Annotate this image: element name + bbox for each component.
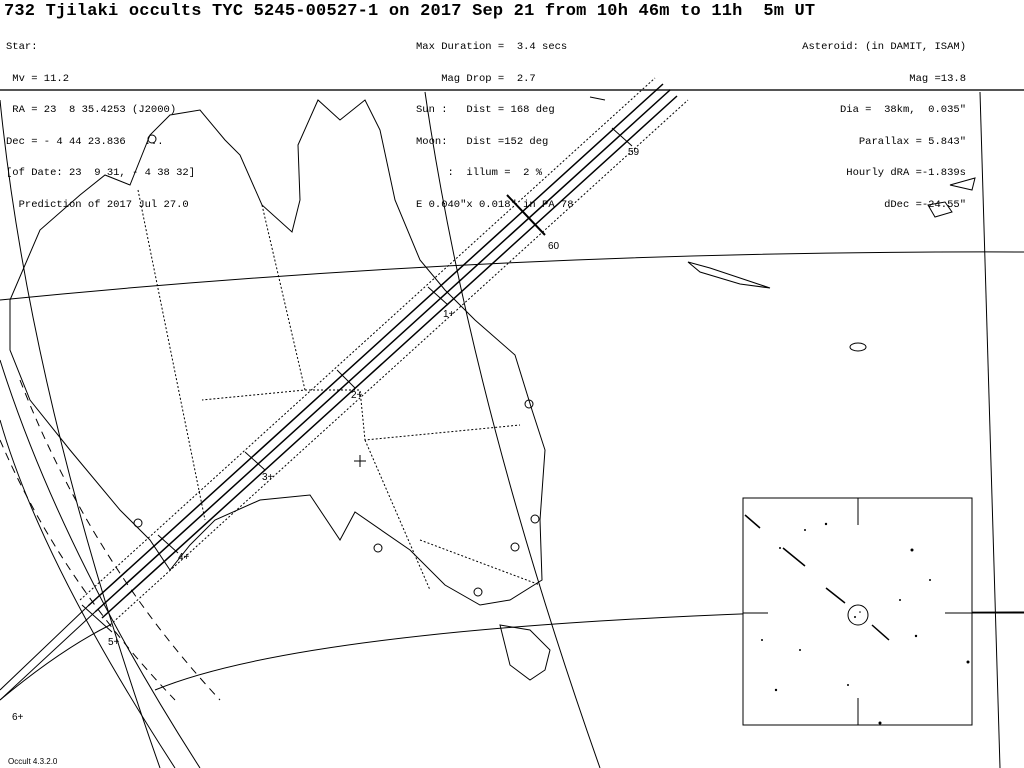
time-label: 5+	[108, 637, 120, 648]
event-line: Sun : Dist = 168 deg	[416, 104, 555, 116]
site-marker	[473, 587, 483, 597]
fiji	[927, 201, 953, 218]
path-edge-ext	[0, 611, 96, 701]
time-label: 59	[628, 147, 640, 158]
asteroid-line: Hourly dRA =-1.839s	[846, 167, 966, 179]
time-label: 60	[548, 241, 560, 252]
star-line: RA = 23 8 35.4253 (J2000)	[6, 104, 177, 116]
uncertainty-line	[109, 99, 689, 626]
star-line: Star:	[6, 41, 38, 53]
state-border	[305, 389, 521, 441]
limb-arc	[0, 419, 176, 768]
time-label: 4+	[178, 552, 190, 563]
target-star-circle	[847, 604, 869, 626]
meridian-line	[979, 91, 1001, 768]
path-dashed	[0, 439, 176, 701]
header-divider	[0, 89, 1024, 91]
time-label: 3+	[262, 472, 274, 483]
site-marker	[147, 134, 157, 144]
tasmania	[499, 624, 551, 681]
site-marker	[524, 399, 534, 409]
path-dashed	[19, 379, 221, 701]
time-tick	[611, 127, 633, 147]
site-marker	[133, 518, 143, 528]
asteroid-line: Dia = 38km, 0.035"	[839, 104, 966, 116]
asteroid-line: Mag =13.8	[909, 72, 966, 85]
asteroid-line: Parallax = 5.843"	[858, 135, 966, 148]
site-marker	[530, 514, 540, 524]
event-line: Max Duration = 3.4 secs	[416, 41, 568, 53]
page-title: 732 Tjilaki occults TYC 5245-00527-1 on …	[4, 2, 816, 21]
star-info: Star: Mv = 11.2 RA = 23 8 35.4253 (J2000…	[6, 21, 195, 221]
center-cross	[354, 455, 366, 467]
time-tick	[157, 534, 179, 554]
state-border	[137, 189, 206, 521]
star-line: Mv = 11.2	[6, 72, 70, 85]
asteroid-line: dDec =-24.55"	[884, 198, 966, 211]
event-info: Max Duration = 3.4 secs Mag Drop = 2.7 S…	[416, 21, 574, 221]
star-chart-inset	[742, 497, 973, 726]
limb-arc	[0, 624, 111, 701]
software-version: Occult 4.3.2.0	[8, 757, 58, 766]
site-marker	[510, 542, 520, 552]
asteroid-info: Asteroid: (in DAMIT, ISAM) Mag =13.8 Dia…	[802, 21, 966, 221]
new-caledonia	[687, 261, 771, 289]
asteroid-line: Asteroid: (in DAMIT, ISAM)	[802, 41, 966, 53]
earth-limb	[0, 99, 161, 768]
event-line: : illum = 2 %	[416, 167, 543, 179]
time-tick	[336, 369, 356, 389]
time-tick	[427, 286, 449, 306]
site-marker	[373, 543, 383, 553]
star-line: Dec = - 4 44 23.836 ...	[6, 135, 164, 148]
time-tick	[244, 451, 266, 471]
time-label: 2+	[351, 390, 363, 401]
time-tick	[506, 194, 546, 236]
star-line: Prediction of 2017 Jul 27.0	[6, 198, 189, 211]
path-edge-north	[101, 95, 678, 619]
state-border	[419, 539, 541, 586]
time-label: 6+	[12, 712, 24, 723]
time-label: 1+	[443, 309, 455, 320]
australia-coastline	[9, 99, 546, 606]
state-border	[201, 204, 306, 401]
parallel-line	[0, 251, 1024, 301]
path-edge-south	[87, 83, 664, 607]
central-line	[94, 89, 671, 613]
path-edge-ext	[0, 605, 89, 691]
inset-path-segment	[744, 514, 890, 641]
papua-coast	[589, 96, 606, 101]
state-border	[364, 439, 431, 591]
island	[849, 342, 867, 352]
event-line: Mag Drop = 2.7	[416, 72, 536, 85]
island	[949, 177, 976, 191]
meridian-line	[424, 91, 601, 768]
event-line: Moon: Dist =152 deg	[416, 135, 549, 148]
inset-crosshair	[743, 498, 1024, 725]
limb-arc	[0, 359, 201, 768]
time-tick	[81, 604, 113, 633]
uncertainty-line	[79, 77, 656, 601]
parallel-line	[154, 611, 1024, 691]
inset-stars	[761, 522, 970, 725]
